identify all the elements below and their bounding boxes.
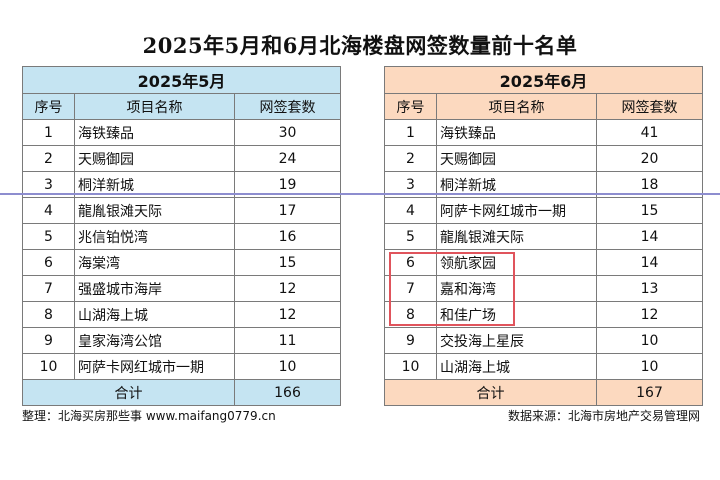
signed-units-cell: 12 xyxy=(233,301,342,328)
total-label: 合计 xyxy=(22,379,235,406)
signed-units-cell: 14 xyxy=(595,249,704,276)
june-ranking-table: 2025年6月 序号 项目名称 网签套数 1 海铁臻品 41 2 天赐御园 20 3 桐洋新城 18 4 阿… xyxy=(383,66,704,406)
rank-cell: 2 xyxy=(22,145,75,172)
table-row: 9 皇家海湾公馆 11 xyxy=(22,327,342,354)
table-row: 5 兆信铂悦湾 16 xyxy=(22,223,342,250)
month-title: 2025年5月 xyxy=(21,66,342,94)
table-row: 4 阿萨卡网红城市一期 15 xyxy=(384,197,704,224)
signed-units-cell: 13 xyxy=(595,275,704,302)
page-title: 2025年5月和6月北海楼盘网签数量前十名单 xyxy=(142,33,578,58)
header-rank: 序号 xyxy=(22,93,75,120)
rank-cell: 1 xyxy=(384,119,437,146)
table-row: 2 天赐御园 20 xyxy=(384,145,704,172)
signed-units-cell: 12 xyxy=(595,301,704,328)
signed-units-cell: 41 xyxy=(595,119,704,146)
rank-cell: 10 xyxy=(384,353,437,380)
rank-cell: 8 xyxy=(384,301,437,328)
signed-units-cell: 20 xyxy=(595,145,704,172)
total-row: 合计 167 xyxy=(384,379,704,406)
header-signed-units: 网签套数 xyxy=(233,93,342,120)
project-name-cell: 海棠湾 xyxy=(74,249,235,276)
header-project-name: 项目名称 xyxy=(436,93,597,120)
signed-units-cell: 10 xyxy=(233,353,342,380)
highlight-box xyxy=(389,252,515,326)
table-row: 2 天赐御园 24 xyxy=(22,145,342,172)
rank-cell: 5 xyxy=(22,223,75,250)
signed-units-cell: 15 xyxy=(595,197,704,224)
rank-cell: 1 xyxy=(22,119,75,146)
project-name-cell: 海铁臻品 xyxy=(436,119,597,146)
header-project-name: 项目名称 xyxy=(74,93,235,120)
project-name-cell: 山湖海上城 xyxy=(436,353,597,380)
footer-credit: 整理：北海买房那些事 www.maifang0779.cn xyxy=(22,409,276,423)
signed-units-cell: 12 xyxy=(233,275,342,302)
column-header-row: 序号 项目名称 网签套数 xyxy=(22,93,342,120)
table-row: 8 山湖海上城 12 xyxy=(22,301,342,328)
project-name-cell: 交投海上星辰 xyxy=(436,327,597,354)
rank-cell: 5 xyxy=(384,223,437,250)
table-row: 5 龍胤银滩天际 14 xyxy=(384,223,704,250)
project-name-cell: 龍胤银滩天际 xyxy=(74,197,235,224)
signed-units-cell: 11 xyxy=(233,327,342,354)
horizontal-divider-line xyxy=(0,193,720,195)
signed-units-cell: 24 xyxy=(233,145,342,172)
signed-units-cell: 17 xyxy=(233,197,342,224)
project-name-cell: 龍胤银滩天际 xyxy=(436,223,597,250)
rank-cell: 6 xyxy=(22,249,75,276)
rank-cell: 10 xyxy=(22,353,75,380)
table-row: 10 阿萨卡网红城市一期 10 xyxy=(22,353,342,380)
month-title: 2025年6月 xyxy=(383,66,704,94)
project-name-cell: 强盛城市海岸 xyxy=(74,275,235,302)
total-label: 合计 xyxy=(384,379,597,406)
table-row: 8 和佳广场 12 xyxy=(384,301,704,328)
rank-cell: 9 xyxy=(384,327,437,354)
rank-cell: 9 xyxy=(22,327,75,354)
signed-units-cell: 14 xyxy=(595,223,704,250)
rank-cell: 7 xyxy=(22,275,75,302)
table-row: 1 海铁臻品 30 xyxy=(22,119,342,146)
month-header-row: 2025年5月 xyxy=(21,66,342,94)
table-row: 7 强盛城市海岸 12 xyxy=(22,275,342,302)
table-row: 6 海棠湾 15 xyxy=(22,249,342,276)
project-name-cell: 山湖海上城 xyxy=(74,301,235,328)
table-row: 4 龍胤银滩天际 17 xyxy=(22,197,342,224)
total-row: 合计 166 xyxy=(22,379,342,406)
rank-cell: 4 xyxy=(22,197,75,224)
footer-source: 数据来源：北海市房地产交易管理网 xyxy=(507,409,700,423)
table-row: 1 海铁臻品 41 xyxy=(384,119,704,146)
total-value: 167 xyxy=(595,379,704,406)
header-signed-units: 网签套数 xyxy=(595,93,704,120)
may-ranking-table: 2025年5月 序号 项目名称 网签套数 1 海铁臻品 30 2 天赐御园 24 3 桐洋新城 19 4 龍… xyxy=(21,66,342,406)
project-name-cell: 兆信铂悦湾 xyxy=(74,223,235,250)
column-header-row: 序号 项目名称 网签套数 xyxy=(384,93,704,120)
signed-units-cell: 10 xyxy=(595,353,704,380)
signed-units-cell: 30 xyxy=(233,119,342,146)
project-name-cell: 阿萨卡网红城市一期 xyxy=(436,197,597,224)
project-name-cell: 天赐御园 xyxy=(74,145,235,172)
signed-units-cell: 15 xyxy=(233,249,342,276)
total-value: 166 xyxy=(233,379,342,406)
project-name-cell: 天赐御园 xyxy=(436,145,597,172)
project-name-cell: 皇家海湾公馆 xyxy=(74,327,235,354)
header-rank: 序号 xyxy=(384,93,437,120)
rank-cell: 2 xyxy=(384,145,437,172)
signed-units-cell: 16 xyxy=(233,223,342,250)
table-row: 7 嘉和海湾 13 xyxy=(384,275,704,302)
rank-cell: 4 xyxy=(384,197,437,224)
project-name-cell: 海铁臻品 xyxy=(74,119,235,146)
month-header-row: 2025年6月 xyxy=(383,66,704,94)
table-row: 10 山湖海上城 10 xyxy=(384,353,704,380)
table-row: 9 交投海上星辰 10 xyxy=(384,327,704,354)
rank-cell: 8 xyxy=(22,301,75,328)
project-name-cell: 阿萨卡网红城市一期 xyxy=(74,353,235,380)
signed-units-cell: 10 xyxy=(595,327,704,354)
project-name-cell: 嘉和海湾 xyxy=(436,275,597,302)
